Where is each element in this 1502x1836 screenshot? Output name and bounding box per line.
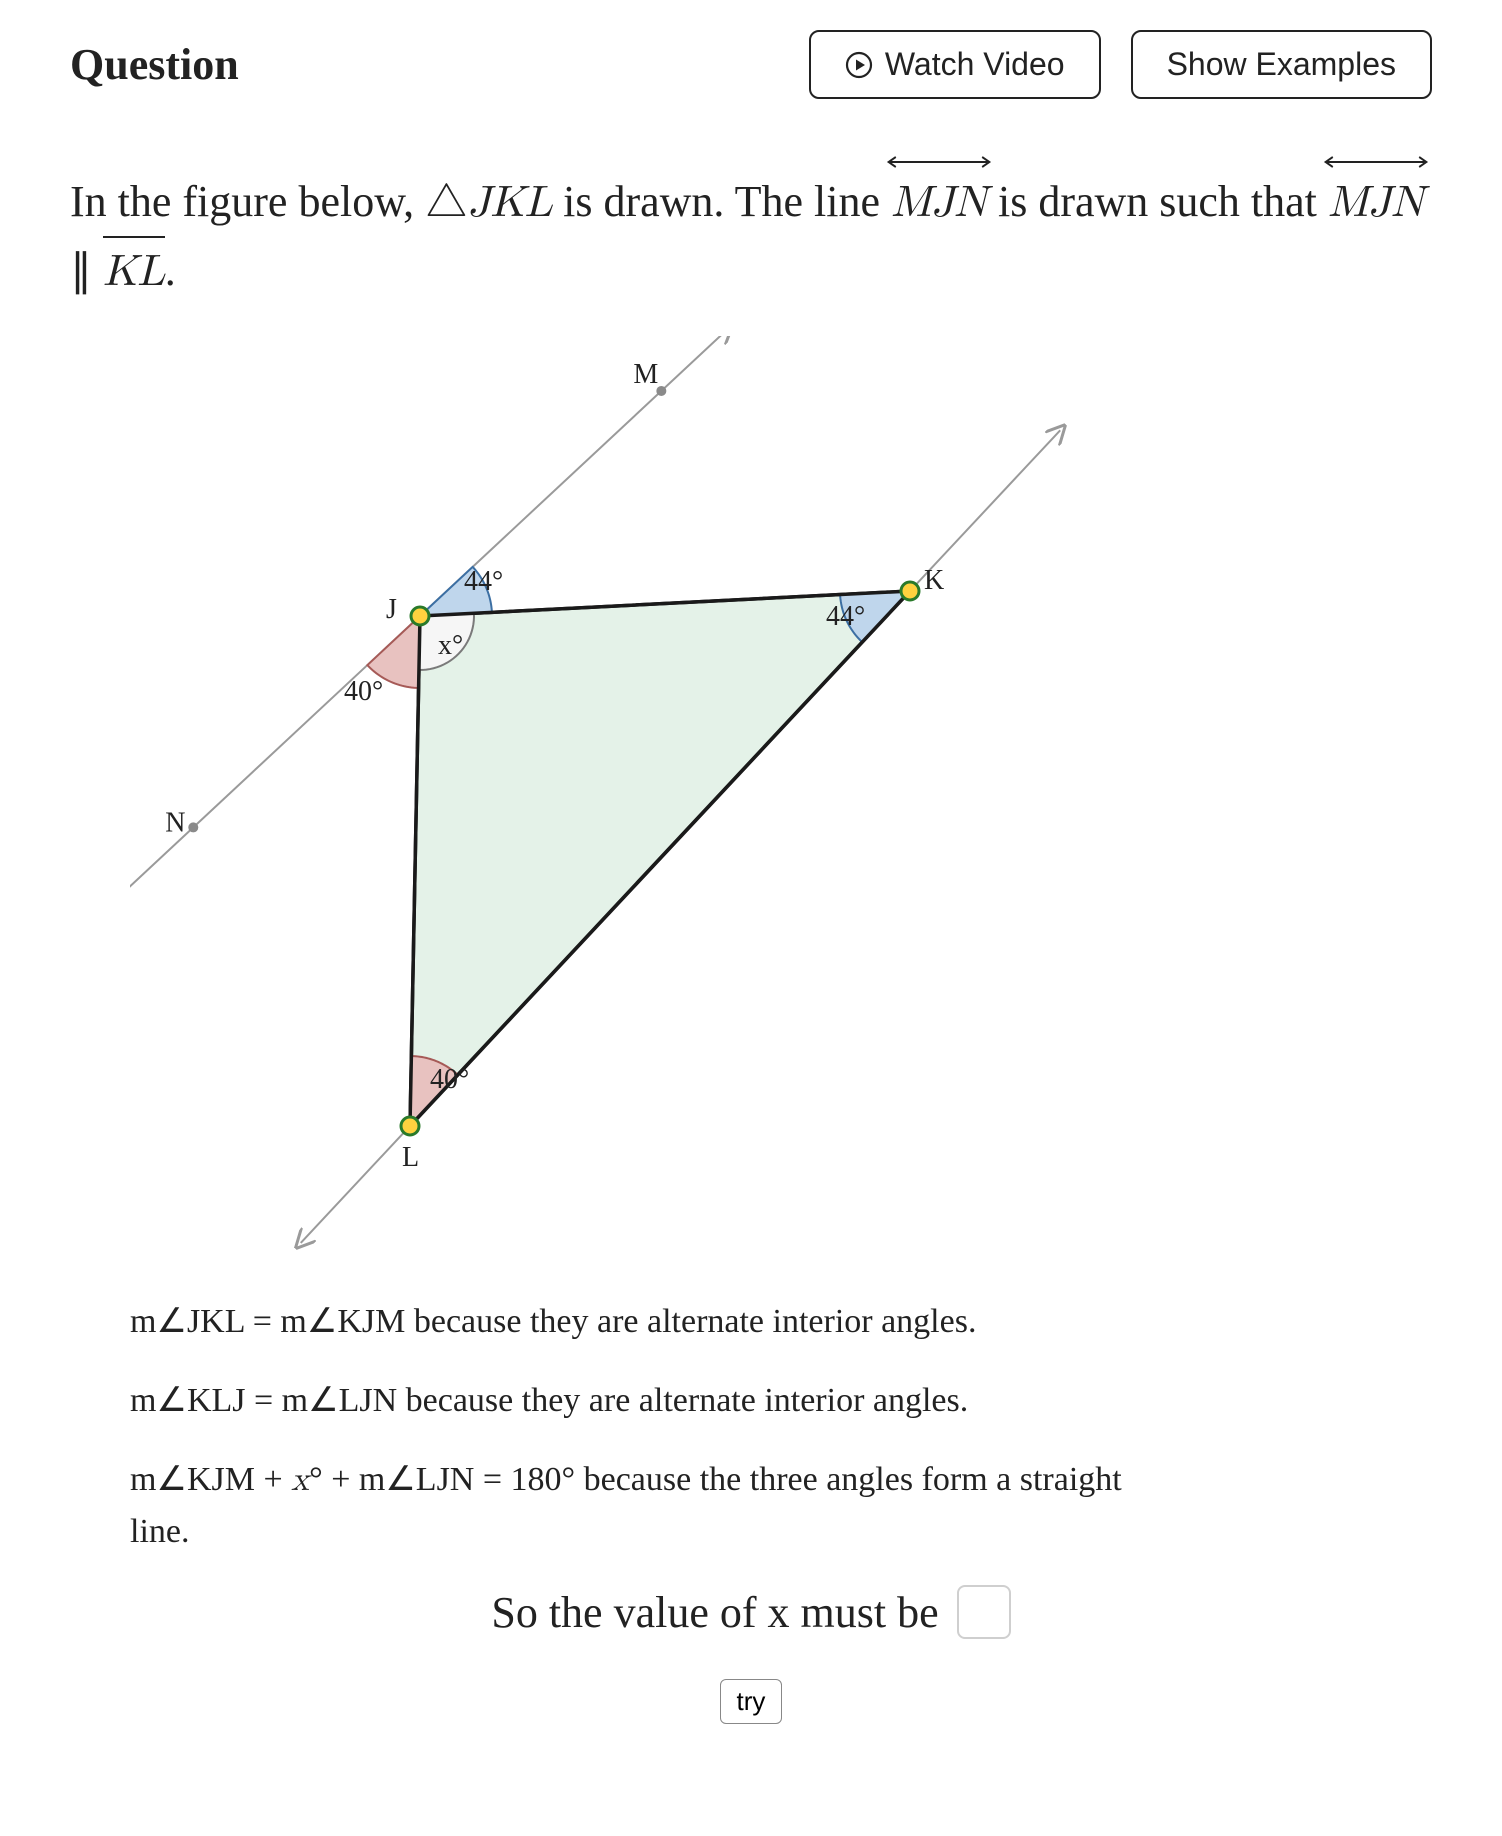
pt-end: . xyxy=(165,246,176,295)
show-examples-button[interactable]: Show Examples xyxy=(1131,30,1432,99)
problem-statement: In the figure below, △JKL is drawn. The … xyxy=(70,159,1432,306)
figure: M N J K L 44° x° 40° 44° 40° xyxy=(130,336,1090,1256)
header-row: Question Watch Video Show Examples xyxy=(70,30,1432,99)
watch-video-button[interactable]: Watch Video xyxy=(809,30,1101,99)
final-prompt: So the value of x must be xyxy=(70,1585,1432,1639)
svg-text:40°: 40° xyxy=(344,676,383,707)
answer-input[interactable] xyxy=(957,1585,1011,1639)
explain-line-3: m∠KJM + x° + m∠LJN = 180° because the th… xyxy=(130,1454,1180,1557)
svg-text:N: N xyxy=(165,808,185,839)
pt-parsym: ∥ xyxy=(70,246,103,295)
svg-text:x°: x° xyxy=(438,630,463,661)
pt-pre: In the figure below, xyxy=(70,177,425,226)
explain-line-2: m∠KLJ = m∠LJN because they are alternate… xyxy=(130,1375,1180,1426)
watch-video-label: Watch Video xyxy=(885,46,1065,83)
svg-text:M: M xyxy=(633,359,658,390)
figure-svg: M N J K L 44° x° 40° 44° 40° xyxy=(130,336,1090,1256)
svg-text:K: K xyxy=(924,565,944,596)
svg-text:44°: 44° xyxy=(826,601,865,632)
pt-kl: KL xyxy=(103,238,165,306)
pt-post: is drawn such that xyxy=(987,177,1328,226)
pt-mjn-2: MJN xyxy=(1328,159,1424,237)
final-text: So the value of x must be xyxy=(491,1587,938,1638)
question-title: Question xyxy=(70,39,239,90)
svg-text:L: L xyxy=(402,1142,419,1173)
show-examples-label: Show Examples xyxy=(1167,46,1396,83)
svg-text:J: J xyxy=(386,594,397,625)
try-row: try xyxy=(70,1679,1432,1724)
pt-mid: is drawn. The line xyxy=(552,177,891,226)
header-buttons: Watch Video Show Examples xyxy=(809,30,1432,99)
explanation: m∠JKL = m∠KJM because they are alternate… xyxy=(130,1296,1180,1557)
svg-text:40°: 40° xyxy=(430,1064,469,1095)
pt-triangle: △JKL xyxy=(425,181,552,225)
try-button[interactable]: try xyxy=(720,1679,783,1724)
pt-mjn-1: MJN xyxy=(891,159,987,237)
svg-text:44°: 44° xyxy=(464,566,503,597)
play-circle-icon xyxy=(845,51,873,79)
explain-line-1: m∠JKL = m∠KJM because they are alternate… xyxy=(130,1296,1180,1347)
